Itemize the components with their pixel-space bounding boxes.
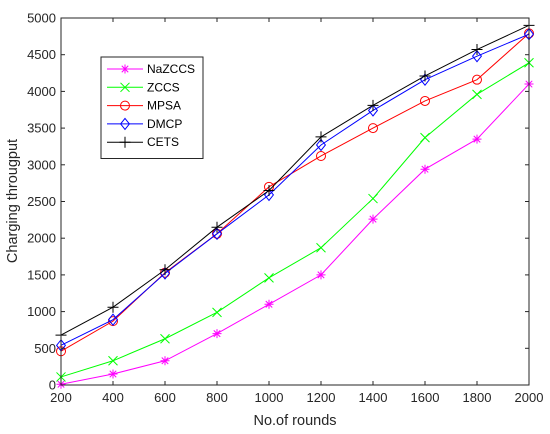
- data-point-zccs: [212, 307, 222, 318]
- data-point-nazccs: [472, 134, 482, 144]
- data-point-cets: [471, 44, 483, 56]
- y-tick-label: 5000: [27, 11, 56, 26]
- legend-item-mpsa: MPSA: [107, 99, 181, 113]
- y-tick-label: 500: [34, 341, 56, 356]
- y-axis-label: Charging througput: [5, 139, 21, 263]
- legend-label-zccs: ZCCS: [147, 80, 180, 94]
- data-point-cets: [159, 264, 171, 276]
- data-point-cets: [367, 99, 379, 111]
- series-line-nazccs: [60, 83, 530, 385]
- series-line-zccs: [60, 62, 530, 378]
- data-point-zccs: [420, 132, 430, 143]
- legend-item-zccs: ZCCS: [107, 80, 180, 94]
- data-point-cets: [419, 70, 431, 82]
- data-point-zccs: [160, 333, 170, 344]
- data-point-nazccs: [316, 270, 326, 280]
- legend-marker-mpsa: [120, 100, 130, 111]
- data-point-nazccs: [264, 299, 274, 309]
- x-tick-label: 1400: [359, 390, 388, 405]
- data-point-nazccs: [368, 214, 378, 224]
- legend-label-cets: CETS: [147, 135, 179, 149]
- data-point-zccs: [316, 242, 326, 253]
- series-line-cets: [60, 24, 530, 336]
- data-point-nazccs: [212, 329, 222, 339]
- legend-marker-zccs: [120, 82, 130, 93]
- data-point-nazccs: [108, 369, 118, 379]
- x-tick-label: 1000: [255, 390, 284, 405]
- y-tick-label: 2500: [27, 194, 56, 209]
- y-tick-label: 1500: [27, 267, 56, 282]
- data-point-cets: [107, 301, 119, 313]
- y-tick-label: 1000: [27, 304, 56, 319]
- legend-marker-cets: [119, 136, 131, 148]
- data-point-dmcp: [471, 49, 483, 63]
- data-point-cets: [211, 221, 223, 233]
- data-point-zccs: [264, 272, 274, 283]
- x-tick-label: 200: [50, 390, 72, 405]
- data-point-zccs: [472, 89, 482, 100]
- x-tick-label: 400: [102, 390, 124, 405]
- data-point-dmcp: [107, 313, 119, 326]
- data-point-nazccs: [420, 164, 430, 174]
- y-tick-label: 4500: [27, 47, 56, 62]
- data-point-dmcp: [211, 227, 223, 241]
- x-tick-label: 1200: [307, 390, 336, 405]
- data-point-cets: [315, 131, 327, 143]
- legend: NaZCCS ZCCS MPSA DMCP CETS: [100, 56, 204, 159]
- legend-label-mpsa: MPSA: [147, 99, 181, 113]
- x-tick-label: 800: [206, 390, 228, 405]
- data-point-mpsa: [472, 74, 482, 85]
- data-point-zccs: [368, 193, 378, 204]
- data-point-dmcp: [367, 104, 379, 117]
- legend-label-dmcp: DMCP: [147, 117, 182, 131]
- x-tick-label: 2000: [515, 390, 544, 405]
- y-tick-label: 3500: [27, 121, 56, 136]
- y-tick-label: 4000: [27, 84, 56, 99]
- legend-marker-dmcp: [119, 117, 131, 131]
- x-tick-label: 600: [154, 390, 176, 405]
- legend-marker-nazccs: [120, 64, 130, 74]
- data-point-mpsa: [368, 123, 378, 134]
- series-layer: [55, 19, 535, 389]
- data-point-cets: [263, 184, 275, 196]
- y-tick-label: 0: [49, 378, 56, 393]
- x-axis-label: No.of rounds: [253, 413, 336, 429]
- x-tick-label: 1800: [463, 390, 492, 405]
- ticks-layer: 200 400 600 800 1000 1200 1400 1600 1800 2000 0 500…: [27, 11, 543, 406]
- data-point-dmcp: [315, 138, 327, 152]
- legend-item-cets: CETS: [107, 135, 179, 149]
- series-dmcp: [55, 27, 535, 352]
- legend-item-dmcp: DMCP: [107, 117, 182, 131]
- data-point-mpsa: [420, 95, 430, 106]
- data-point-mpsa: [316, 150, 326, 161]
- legend-label-nazccs: NaZCCS: [147, 62, 195, 76]
- data-point-zccs: [108, 355, 118, 366]
- x-tick-label: 1600: [411, 390, 440, 405]
- legend-box: [100, 56, 204, 159]
- y-tick-label: 3000: [27, 157, 56, 172]
- data-point-nazccs: [160, 356, 170, 366]
- y-tick-label: 2000: [27, 231, 56, 246]
- series-line-dmcp: [60, 33, 530, 346]
- legend-item-nazccs: NaZCCS: [107, 62, 195, 76]
